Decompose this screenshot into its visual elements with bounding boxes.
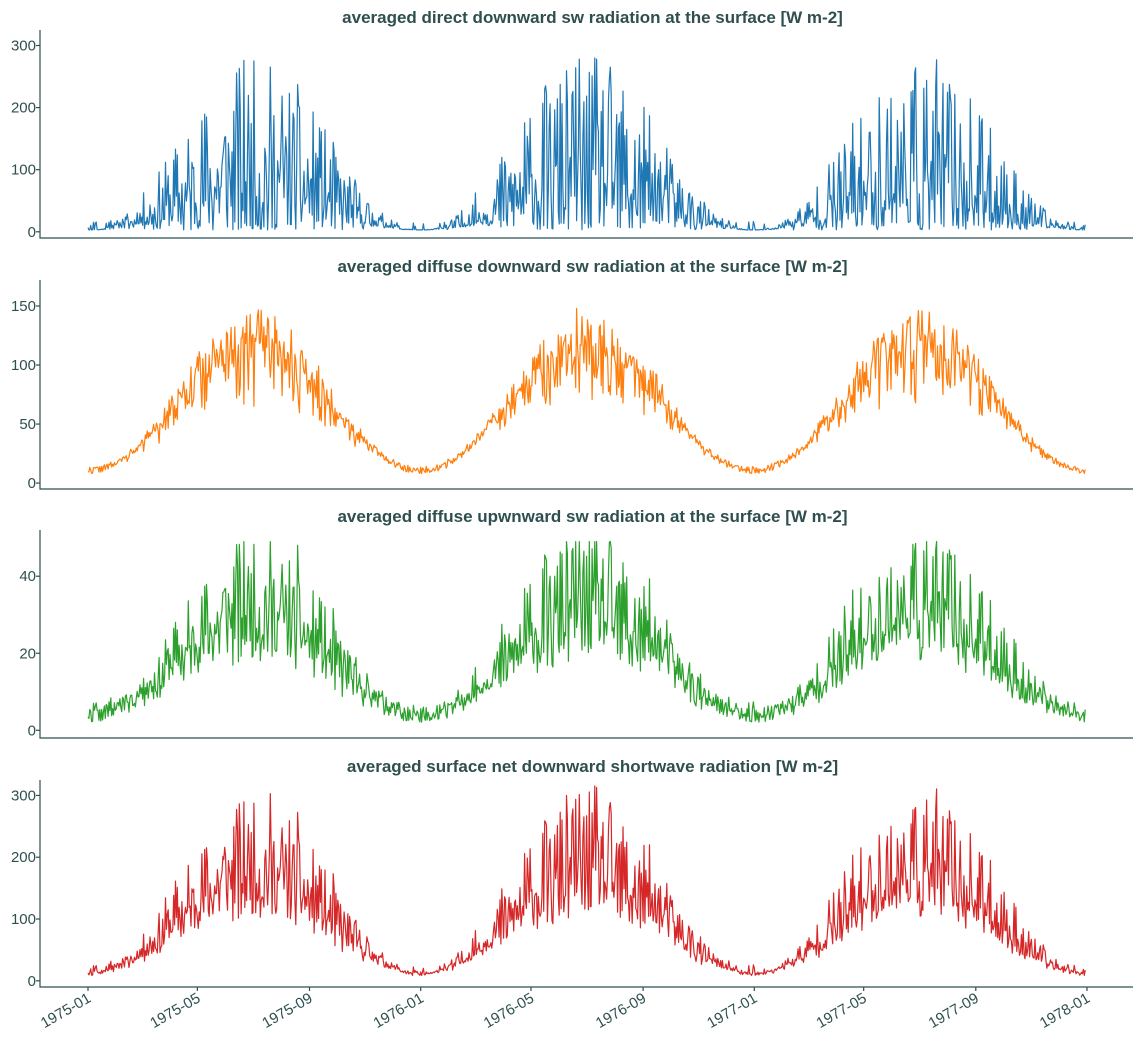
axis-spines [39,780,1133,988]
series-line [87,57,1086,231]
panel-title: averaged surface net downward shortwave … [347,757,838,776]
y-tick-label: 0 [28,475,36,492]
x-tick-label: 1977-05 [813,990,869,1032]
y-tick-label: 40 [19,568,36,585]
y-tick-label: 200 [11,100,36,117]
series-line [87,541,1086,723]
panel-title: averaged diffuse upwnward sw radiation a… [337,507,847,526]
y-tick-label: 0 [28,224,36,241]
y-tick-label: 0 [28,973,36,990]
x-tick-label: 1975-01 [38,990,94,1032]
y-tick-label: 20 [19,645,36,662]
x-tick-label: 1978-01 [1037,990,1093,1032]
x-tick-label: 1976-05 [481,990,537,1032]
y-tick-label: 300 [11,38,36,55]
x-tick-label: 1976-01 [371,990,427,1032]
x-tick-label: 1977-09 [926,990,982,1032]
x-tick-label: 1975-05 [147,990,203,1032]
y-tick-label: 100 [11,911,36,928]
panel-1: averaged direct downward sw radiation at… [11,8,1133,241]
x-tick-label: 1977-01 [704,990,760,1032]
y-tick-label: 150 [11,298,36,315]
panel-title: averaged direct downward sw radiation at… [342,8,843,27]
y-tick-label: 100 [11,162,36,179]
y-tick-label: 50 [19,416,36,433]
y-tick-label: 200 [11,849,36,866]
panel-4: averaged surface net downward shortwave … [11,757,1133,990]
panel-3: averaged diffuse upwnward sw radiation a… [19,507,1133,739]
panel-title: averaged diffuse downward sw radiation a… [337,257,847,276]
y-tick-label: 0 [28,722,36,739]
series-line [87,307,1086,475]
axis-spines [39,30,1133,239]
series-line [87,785,1086,977]
x-tick-label: 1976-09 [593,990,649,1032]
y-tick-label: 300 [11,787,36,804]
axis-spines [39,530,1133,739]
x-tick-label: 1975-09 [259,990,315,1032]
panel-2: averaged diffuse downward sw radiation a… [11,257,1133,492]
y-tick-label: 100 [11,357,36,374]
axis-spines [39,280,1133,490]
